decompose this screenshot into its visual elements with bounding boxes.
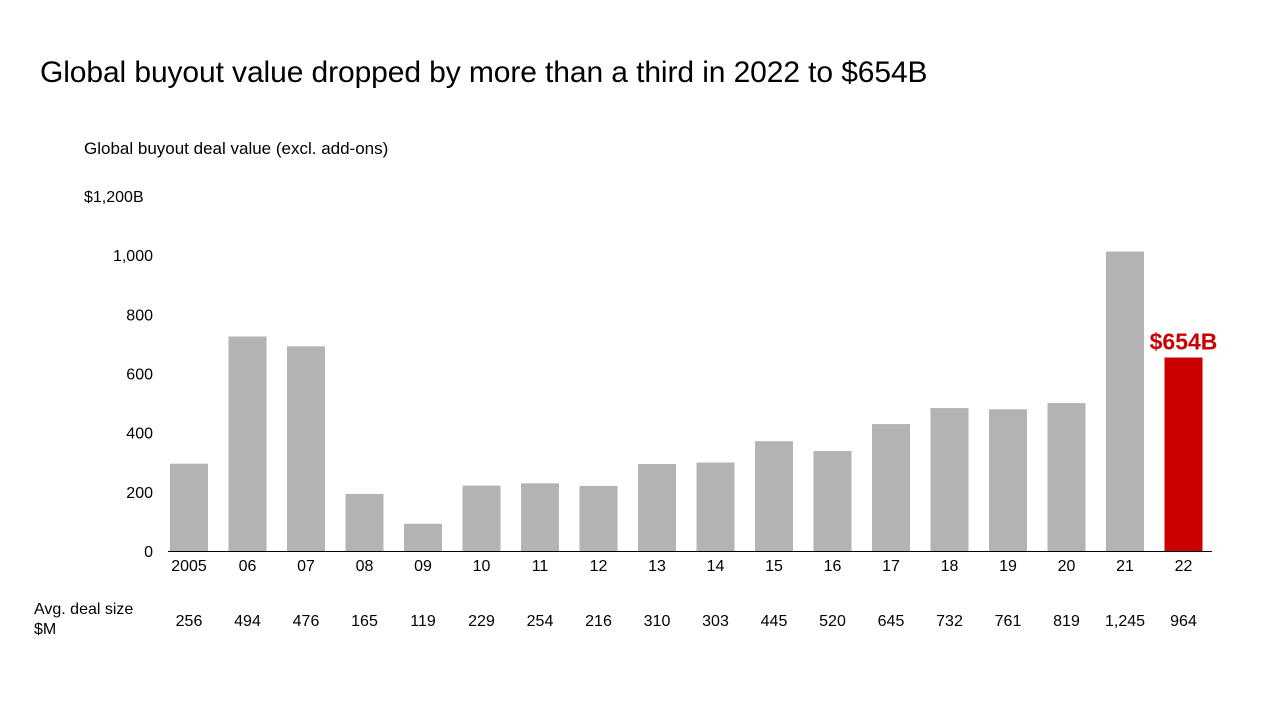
bars bbox=[170, 251, 1203, 551]
bar bbox=[638, 464, 676, 551]
chart-subtitle: Global buyout deal value (excl. add-ons) bbox=[84, 139, 389, 158]
bar bbox=[696, 462, 735, 551]
x-tick-label: 10 bbox=[473, 558, 491, 575]
avg-deal-size-value: 732 bbox=[936, 613, 963, 630]
bar bbox=[228, 336, 267, 551]
bar bbox=[872, 424, 910, 551]
bar bbox=[930, 408, 969, 551]
avg-deal-size-value: 119 bbox=[410, 613, 436, 630]
avg-deal-size-label: Avg. deal size $M bbox=[34, 600, 133, 640]
bar bbox=[287, 346, 325, 551]
avg-deal-size-label-line1: Avg. deal size bbox=[34, 601, 134, 618]
bar bbox=[462, 485, 501, 551]
y-tick-label: 400 bbox=[126, 426, 153, 443]
x-tick-label: 15 bbox=[765, 558, 783, 575]
avg-deal-size-value: 216 bbox=[585, 613, 612, 630]
x-tick-label: 12 bbox=[590, 558, 608, 575]
avg-deal-size-values: 256 494 476 165 119 229 254 216 310 303 445 520 645 7… bbox=[176, 613, 1197, 630]
avg-deal-size-value: 229 bbox=[468, 613, 495, 630]
avg-deal-size-value: 645 bbox=[878, 613, 905, 630]
y-tick-label: 200 bbox=[126, 485, 153, 502]
x-tick-label: 22 bbox=[1175, 558, 1193, 575]
avg-deal-size-value: 254 bbox=[527, 613, 554, 630]
page-title: Global buyout value dropped by more than… bbox=[40, 56, 928, 89]
annotations: $654B bbox=[1150, 329, 1218, 355]
avg-deal-size-value: 303 bbox=[702, 613, 729, 630]
x-tick-label: 21 bbox=[1116, 558, 1134, 575]
avg-deal-size-value: 310 bbox=[644, 613, 671, 630]
avg-deal-size-value: 445 bbox=[761, 613, 788, 630]
x-axis-ticks: 2005 06 07 08 09 10 11 12 13 14 15 16 17 18 19 20 21 22 bbox=[171, 558, 1192, 575]
bar bbox=[521, 483, 559, 551]
avg-deal-size-value: 256 bbox=[176, 613, 203, 630]
x-tick-label: 11 bbox=[532, 558, 549, 575]
x-tick-label: 14 bbox=[707, 558, 725, 575]
avg-deal-size-value: 1,245 bbox=[1105, 613, 1145, 630]
avg-deal-size-value: 520 bbox=[819, 613, 846, 630]
bar bbox=[579, 485, 618, 551]
x-tick-label: 06 bbox=[239, 558, 257, 575]
x-tick-label: 19 bbox=[999, 558, 1017, 575]
avg-deal-size-value: 964 bbox=[1170, 613, 1197, 630]
x-tick-label: 16 bbox=[824, 558, 842, 575]
x-tick-label: 08 bbox=[356, 558, 374, 575]
bar bbox=[1106, 251, 1144, 551]
avg-deal-size-label-line2: $M bbox=[34, 621, 57, 638]
bar bbox=[404, 523, 442, 551]
y-tick-label: 800 bbox=[126, 307, 153, 324]
x-tick-label: 2005 bbox=[171, 558, 207, 575]
bar-highlight bbox=[1164, 357, 1203, 551]
y-tick-label: 0 bbox=[144, 544, 153, 561]
avg-deal-size-value: 761 bbox=[995, 613, 1022, 630]
bar bbox=[989, 409, 1027, 551]
x-tick-label: 20 bbox=[1058, 558, 1076, 575]
y-axis-ticks: 0 200 400 600 800 1,000 $1,200B bbox=[84, 189, 153, 561]
y-tick-label: 600 bbox=[126, 367, 153, 384]
x-tick-label: 18 bbox=[941, 558, 959, 575]
avg-deal-size-value: 819 bbox=[1053, 613, 1080, 630]
avg-deal-size-value: 165 bbox=[351, 613, 378, 630]
highlight-value-label: $654B bbox=[1150, 329, 1218, 355]
x-tick-label: 09 bbox=[414, 558, 432, 575]
bar bbox=[813, 451, 852, 551]
x-tick-label: 07 bbox=[297, 558, 315, 575]
x-tick-label: 13 bbox=[648, 558, 666, 575]
x-tick-label: 17 bbox=[882, 558, 900, 575]
y-tick-label: 1,000 bbox=[113, 248, 153, 265]
bar bbox=[755, 441, 793, 551]
bar bbox=[170, 463, 208, 551]
bar bbox=[1047, 403, 1086, 551]
bar bbox=[345, 493, 384, 551]
avg-deal-size-value: 476 bbox=[293, 613, 320, 630]
y-tick-label: $1,200B bbox=[84, 189, 144, 206]
avg-deal-size-value: 494 bbox=[234, 613, 261, 630]
